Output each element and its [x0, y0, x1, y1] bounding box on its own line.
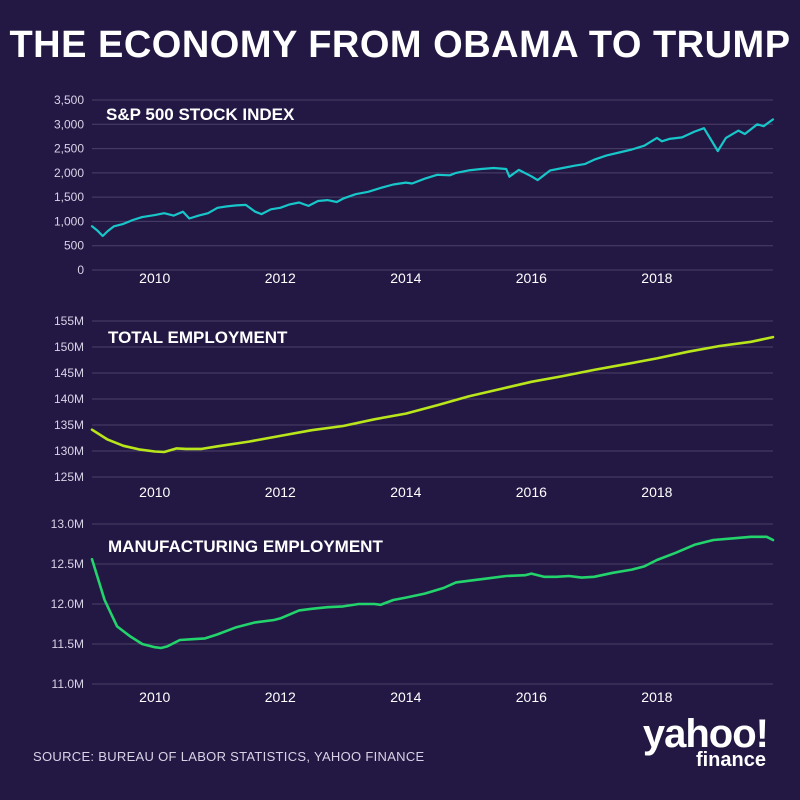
manufacturing-y-tick-label: 11.0M — [52, 677, 84, 691]
manufacturing-x-tick-label: 2016 — [516, 689, 547, 705]
total-employment-x-tick-label: 2018 — [641, 484, 672, 500]
sp500-x-tick-label: 2010 — [139, 270, 170, 286]
total-employment-chart-title: TOTAL EMPLOYMENT — [108, 328, 288, 347]
total-employment-y-tick-label: 140M — [54, 392, 84, 406]
sp500-y-tick-label: 2,000 — [54, 166, 84, 180]
total-employment-x-tick-label: 2012 — [265, 484, 296, 500]
sp500-y-tick-label: 1,000 — [54, 214, 84, 228]
sp500-x-tick-label: 2018 — [641, 270, 672, 286]
sp500-y-tick-label: 3,000 — [54, 117, 84, 131]
sp500-y-tick-label: 0 — [77, 263, 84, 277]
total-employment-y-tick-label: 125M — [54, 470, 84, 484]
logo-main-text: yahoo! — [642, 712, 769, 756]
sp500-y-tick-label: 3,500 — [54, 93, 84, 107]
total-employment-y-tick-label: 155M — [54, 314, 84, 328]
manufacturing-x-tick-label: 2010 — [139, 689, 170, 705]
total-employment-y-tick-label: 145M — [54, 366, 84, 380]
sp500-x-tick-label: 2014 — [390, 270, 421, 286]
logo-sub-text: finance — [695, 749, 766, 771]
sp500-chart: 0 500 1,000 1,500 2,000 2,500 3,000 3,500 2010 20… — [54, 93, 775, 286]
sp500-chart-title: S&P 500 STOCK INDEX — [106, 105, 295, 124]
source-note: SOURCE: BUREAU OF LABOR STATISTICS, YAHO… — [33, 749, 425, 764]
manufacturing-x-tick-label: 2018 — [641, 689, 672, 705]
sp500-series-line — [90, 118, 775, 238]
manufacturing-x-tick-label: 2012 — [265, 689, 296, 705]
manufacturing-x-tick-label: 2014 — [390, 689, 421, 705]
manufacturing-chart: 11.0M 11.5M 12.0M 12.5M 13.0M 2010 2012 2014 201… — [51, 517, 775, 705]
yahoo-finance-logo: yahoo! finance — [620, 712, 780, 772]
total-employment-y-tick-label: 150M — [54, 340, 84, 354]
total-employment-chart: 125M 130M 135M 140M 145M 150M 155M 2010 2012 2014… — [54, 314, 775, 500]
sp500-y-tick-label: 2,500 — [54, 142, 84, 156]
total-employment-x-tick-label: 2014 — [390, 484, 421, 500]
total-employment-x-tick-label: 2016 — [516, 484, 547, 500]
total-employment-x-tick-label: 2010 — [139, 484, 170, 500]
sp500-y-tick-label: 1,500 — [54, 190, 84, 204]
total-employment-y-tick-label: 135M — [54, 418, 84, 432]
manufacturing-y-tick-label: 12.5M — [51, 557, 84, 571]
sp500-x-tick-label: 2012 — [265, 270, 296, 286]
total-employment-series-line — [90, 335, 775, 454]
manufacturing-series-line — [90, 535, 775, 650]
manufacturing-y-tick-label: 12.0M — [51, 597, 84, 611]
page-title: THE ECONOMY FROM OBAMA TO TRUMP — [9, 24, 791, 66]
manufacturing-chart-title: MANUFACTURING EMPLOYMENT — [108, 537, 383, 556]
sp500-y-tick-label: 500 — [64, 239, 84, 253]
manufacturing-y-tick-label: 11.5M — [52, 637, 84, 651]
total-employment-y-tick-label: 130M — [54, 444, 84, 458]
manufacturing-y-tick-label: 13.0M — [51, 517, 84, 531]
sp500-x-tick-label: 2016 — [516, 270, 547, 286]
